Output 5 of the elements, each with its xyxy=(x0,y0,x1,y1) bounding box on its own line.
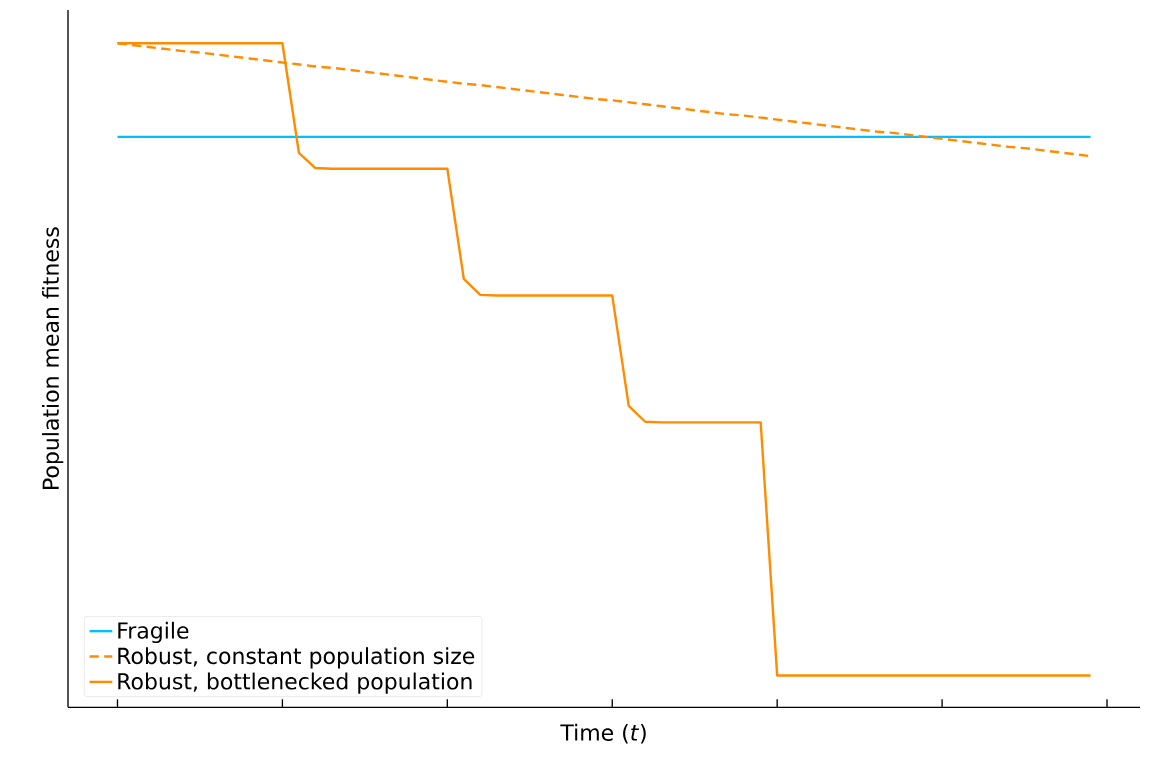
legend-label: Robust, constant population size xyxy=(118,647,475,669)
x-axis-title: Time (t) xyxy=(560,723,646,744)
y-axis-title: Population mean fitness xyxy=(42,227,64,489)
legend-label: Fragile xyxy=(118,621,189,643)
legend-label: Robust, bottlenecked population xyxy=(118,672,472,694)
